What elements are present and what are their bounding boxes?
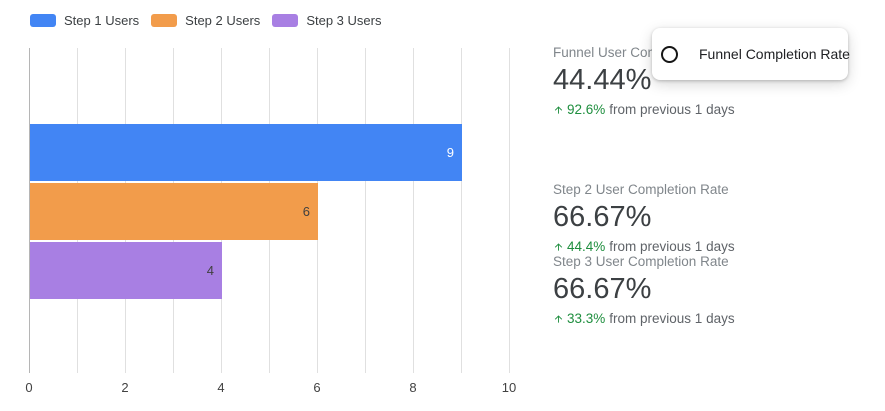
trend-up-arrow-icon xyxy=(554,243,563,251)
chart-legend: Step 1 Users Step 2 Users Step 3 Users xyxy=(30,13,393,28)
legend-item-step-3-users[interactable]: Step 3 Users xyxy=(272,13,381,28)
x-axis-tick-label: 0 xyxy=(25,380,33,395)
x-axis-tick-label: 6 xyxy=(313,380,321,395)
plot-area: 9 6 4 xyxy=(29,48,510,373)
delta-percent: 33.3% xyxy=(567,311,606,326)
stat-label: Step 2 User Completion Rate xyxy=(553,182,729,197)
x-axis-tick-label: 4 xyxy=(217,380,225,395)
stat-delta: 92.6% from previous 1 days xyxy=(553,101,735,119)
legend-swatch-icon xyxy=(272,14,299,27)
stat-step-2-user-completion-rate: Step 2 User Completion Rate 66.67% 44.4%… xyxy=(553,181,735,256)
bar-value-label: 9 xyxy=(446,145,454,160)
x-axis-tick-label: 2 xyxy=(121,380,129,395)
gridline xyxy=(413,48,414,373)
gridline xyxy=(461,48,462,373)
stat-value: 66.67% xyxy=(553,201,652,233)
delta-suffix: from previous 1 days xyxy=(609,239,735,254)
delta-suffix: from previous 1 days xyxy=(609,311,735,326)
tooltip-label: Funnel Completion Rate xyxy=(699,46,850,62)
circle-outline-icon xyxy=(661,45,678,63)
bar-step-1-users[interactable]: 9 xyxy=(30,124,462,181)
delta-percent: 92.6% xyxy=(567,102,606,117)
trend-up-arrow-icon xyxy=(554,315,563,323)
delta-suffix: from previous 1 days xyxy=(609,102,735,117)
legend-label: Step 1 Users xyxy=(64,13,140,28)
axis-zero-gridline xyxy=(29,48,30,373)
x-axis-tick-label: 8 xyxy=(409,380,417,395)
stat-value: 66.67% xyxy=(553,273,652,305)
bar-step-2-users[interactable]: 6 xyxy=(30,183,318,240)
legend-label: Step 2 Users xyxy=(185,13,261,28)
bar-step-3-users[interactable]: 4 xyxy=(30,242,222,299)
legend-item-step-1-users[interactable]: Step 1 Users xyxy=(30,13,139,28)
legend-swatch-icon xyxy=(30,14,56,27)
metric-tooltip-card[interactable]: Funnel Completion Rate xyxy=(652,28,850,80)
gridline xyxy=(509,48,510,373)
stat-delta: 44.4% from previous 1 days xyxy=(553,238,735,256)
delta-percent: 44.4% xyxy=(567,239,606,254)
legend-item-step-2-users[interactable]: Step 2 Users xyxy=(151,13,260,28)
x-axis: 0 2 4 6 8 10 xyxy=(25,380,516,398)
x-axis-tick-label: 10 xyxy=(501,380,517,395)
stat-step-3-user-completion-rate: Step 3 User Completion Rate 66.67% 33.3%… xyxy=(553,253,735,328)
gridline xyxy=(365,48,366,373)
bar-value-label: 4 xyxy=(206,263,214,278)
stat-delta: 33.3% from previous 1 days xyxy=(553,310,735,328)
legend-label: Step 3 Users xyxy=(306,13,382,28)
trend-up-arrow-icon xyxy=(554,106,563,114)
stat-label: Step 3 User Completion Rate xyxy=(553,254,729,269)
bar-value-label: 6 xyxy=(302,204,310,219)
stat-value: 44.44% xyxy=(553,64,652,96)
legend-swatch-icon xyxy=(151,14,178,27)
